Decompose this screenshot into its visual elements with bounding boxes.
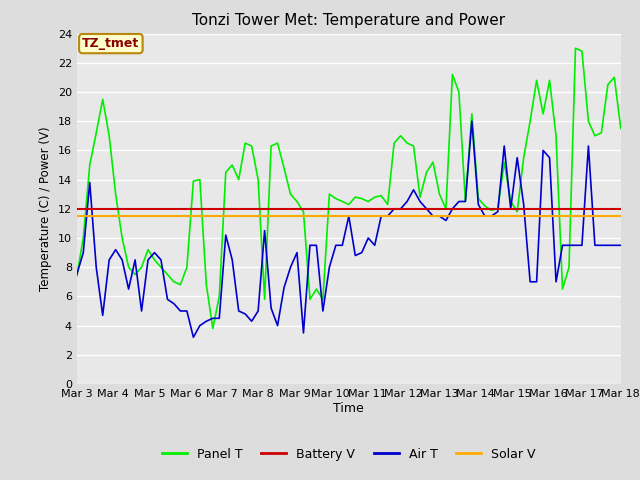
Text: TZ_tmet: TZ_tmet (82, 37, 140, 50)
X-axis label: Time: Time (333, 402, 364, 415)
Legend: Panel T, Battery V, Air T, Solar V: Panel T, Battery V, Air T, Solar V (157, 443, 541, 466)
Title: Tonzi Tower Met: Temperature and Power: Tonzi Tower Met: Temperature and Power (192, 13, 506, 28)
Y-axis label: Temperature (C) / Power (V): Temperature (C) / Power (V) (39, 127, 52, 291)
